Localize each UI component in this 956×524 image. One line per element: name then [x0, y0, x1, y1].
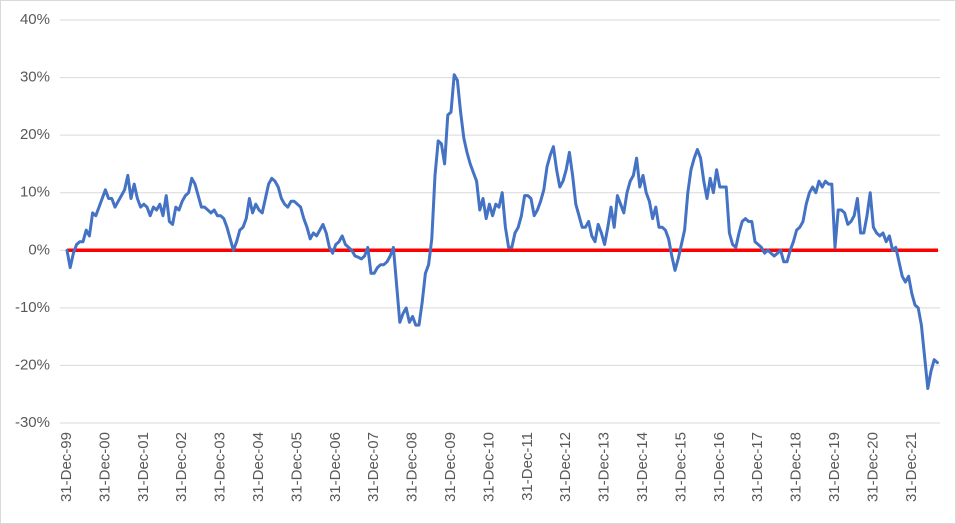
x-tick-label: 31-Dec-20 — [864, 432, 881, 502]
x-tick-label: 31-Dec-13 — [596, 432, 613, 502]
x-tick-label: 31-Dec-10 — [480, 432, 497, 502]
x-tick-label: 31-Dec-15 — [672, 432, 689, 502]
y-tick-label: -30% — [15, 414, 50, 431]
x-tick-label: 31-Dec-18 — [788, 432, 805, 502]
x-tick-label: 31-Dec-04 — [250, 432, 267, 502]
y-tick-label: 0% — [28, 241, 50, 258]
y-tick-label: 30% — [20, 69, 50, 86]
x-tick-label: 31-Dec-11 — [519, 432, 536, 501]
x-tick-label: 31-Dec-02 — [173, 432, 190, 502]
y-tick-label: 10% — [20, 184, 50, 201]
x-tick-label: 31-Dec-21 — [903, 432, 920, 502]
x-tick-label: 31-Dec-12 — [557, 432, 574, 502]
y-tick-label: 20% — [20, 126, 50, 143]
x-tick-label: 31-Dec-03 — [212, 432, 229, 502]
x-tick-label: 31-Dec-99 — [58, 432, 75, 502]
x-tick-label: 31-Dec-01 — [135, 432, 152, 502]
x-tick-label: 31-Dec-17 — [749, 432, 766, 502]
x-tick-label: 31-Dec-19 — [826, 432, 843, 502]
x-tick-label: 31-Dec-07 — [365, 432, 382, 502]
x-tick-label: 31-Dec-09 — [442, 432, 459, 502]
x-tick-label: 31-Dec-00 — [96, 432, 113, 502]
y-tick-label: -20% — [15, 356, 50, 373]
y-tick-label: -10% — [15, 299, 50, 316]
x-tick-label: 31-Dec-14 — [634, 432, 651, 502]
x-tick-label: 31-Dec-08 — [404, 432, 421, 502]
x-tick-label: 31-Dec-16 — [711, 432, 728, 502]
y-tick-label: 40% — [20, 11, 50, 28]
x-tick-label: 31-Dec-06 — [327, 432, 344, 502]
x-tick-label: 31-Dec-05 — [288, 432, 305, 502]
data-line — [65, 73, 939, 390]
